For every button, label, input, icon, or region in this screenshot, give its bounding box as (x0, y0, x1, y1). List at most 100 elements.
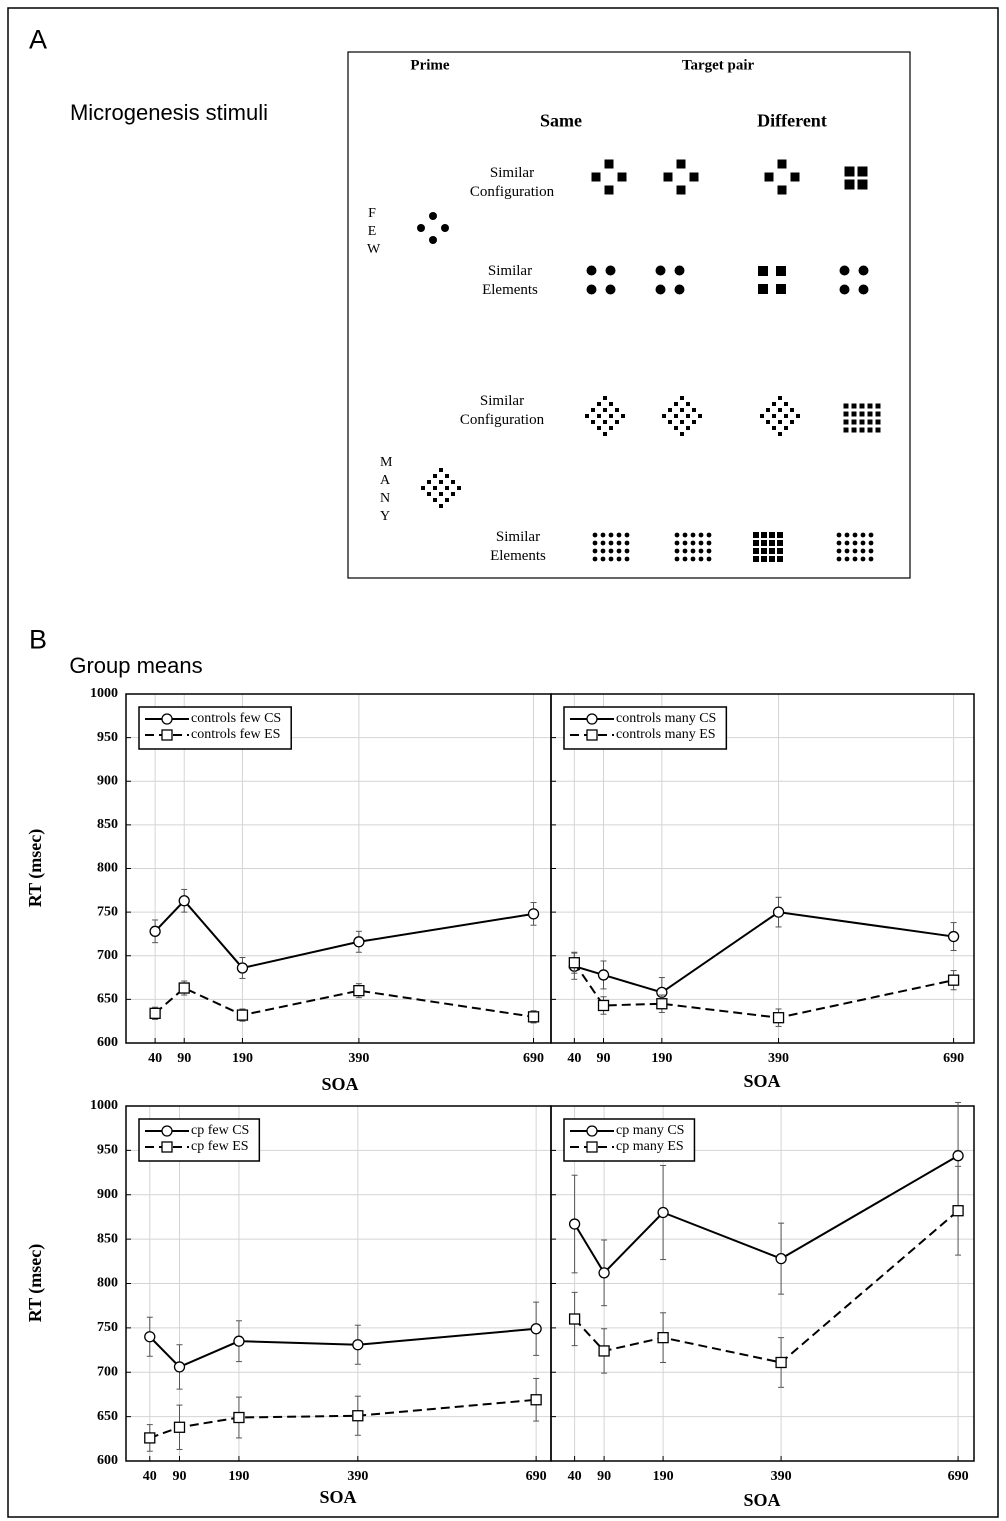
x-tick-label: 190 (651, 1051, 672, 1066)
marker (527, 1011, 540, 1023)
marker (952, 1205, 964, 1217)
stimulus-element (836, 540, 842, 546)
stimulus-element (624, 532, 630, 538)
stimulus-element (753, 532, 759, 538)
group-label: MANY (380, 455, 393, 524)
stimulus-element (609, 402, 613, 406)
stimulus-element (790, 408, 794, 412)
series-line (149, 1398, 537, 1439)
legend-box (138, 1118, 261, 1162)
marker (597, 999, 610, 1012)
legend-label: cp many CS (616, 1123, 684, 1138)
marker (144, 1331, 156, 1343)
stimulus-element (867, 419, 873, 425)
legend-label: cp few ES (191, 1139, 249, 1154)
stimulus-element (674, 548, 680, 554)
stimulus-element (674, 284, 685, 295)
stimulus-element (592, 540, 598, 546)
stimulus-element (439, 480, 443, 484)
stimulus-element (686, 414, 690, 418)
stimulus-element (859, 411, 865, 417)
stimulus-element (597, 426, 601, 430)
stimulus-element (843, 419, 849, 425)
stimulus-element (778, 396, 782, 400)
x-tick-label: 190 (228, 1469, 249, 1484)
stimulus-element (439, 504, 443, 508)
stimulus-element (776, 284, 786, 294)
stimulus-element (586, 265, 597, 276)
marker (947, 930, 960, 943)
stimulus-element (851, 427, 857, 433)
stimulus-element (585, 414, 589, 418)
row-label: Similar Elements (490, 529, 546, 564)
stimulus-element (698, 548, 704, 554)
stimulus-element (753, 540, 759, 546)
y-tick-label: 950 (97, 1143, 118, 1158)
stimulus-element (758, 284, 768, 294)
stimulus-element (777, 540, 783, 546)
stimulus-element (858, 284, 869, 295)
x-tick-label: 690 (526, 1469, 547, 1484)
y-axis-label: RT (msec) (25, 1244, 46, 1323)
stimulus-element (852, 556, 858, 562)
marker (656, 998, 668, 1010)
stimulus-element (860, 556, 866, 562)
stimulus-element (844, 179, 855, 190)
stimulus-element (769, 540, 775, 546)
stimulus-element (836, 548, 842, 554)
column-header: Different (757, 110, 827, 131)
marker (236, 962, 249, 974)
marker (657, 1331, 669, 1344)
stimulus-element (609, 414, 613, 418)
y-tick-label: 950 (97, 730, 118, 745)
stimulus-element (674, 540, 680, 546)
stimulus-element (592, 556, 598, 562)
stimulus-element (784, 402, 788, 406)
stimulus-element (591, 408, 595, 412)
stimulus-element (875, 427, 881, 433)
series-line (573, 1154, 959, 1275)
stimulus-element (778, 420, 782, 424)
stimulus-element (445, 486, 449, 490)
series-line (574, 911, 954, 994)
stimulus-element (597, 414, 601, 418)
stimulus-element (674, 426, 678, 430)
marker (530, 1394, 542, 1406)
legend-label: controls few ES (191, 727, 280, 742)
stimulus-element (843, 403, 849, 409)
stimulus-element (777, 556, 783, 562)
stimulus-element (836, 556, 842, 562)
marker (161, 1141, 173, 1153)
stimulus-element (603, 420, 607, 424)
stimulus-element (769, 532, 775, 538)
stimulus-element (433, 474, 437, 478)
stimulus-element (417, 224, 425, 232)
stimulus-element (615, 420, 619, 424)
stimulus-element (624, 540, 630, 546)
x-tick-label: 390 (347, 1469, 368, 1484)
marker (947, 974, 960, 986)
stimulus-element (616, 548, 622, 554)
stimulus-element (753, 556, 759, 562)
row-label: Similar Configuration (469, 165, 555, 200)
y-tick-label: 900 (97, 1187, 118, 1202)
marker (568, 957, 580, 969)
stimulus-element (875, 419, 881, 425)
stimulus-element (868, 548, 874, 554)
stimulus-element (674, 402, 678, 406)
stimulus-element (868, 540, 874, 546)
stimulus-element (857, 166, 868, 177)
stimulus-element (429, 212, 437, 220)
x-tick-label: 690 (943, 1051, 964, 1066)
stimulus-element (680, 420, 684, 424)
stimulus-element (674, 556, 680, 562)
stimulus-element (772, 426, 776, 430)
stimulus-element (867, 411, 873, 417)
stimulus-element (698, 414, 702, 418)
stimulus-element (615, 408, 619, 412)
stimulus-element (852, 548, 858, 554)
y-axis-label: RT (msec) (25, 829, 46, 908)
stimulus-element (764, 172, 774, 182)
marker (233, 1411, 245, 1424)
